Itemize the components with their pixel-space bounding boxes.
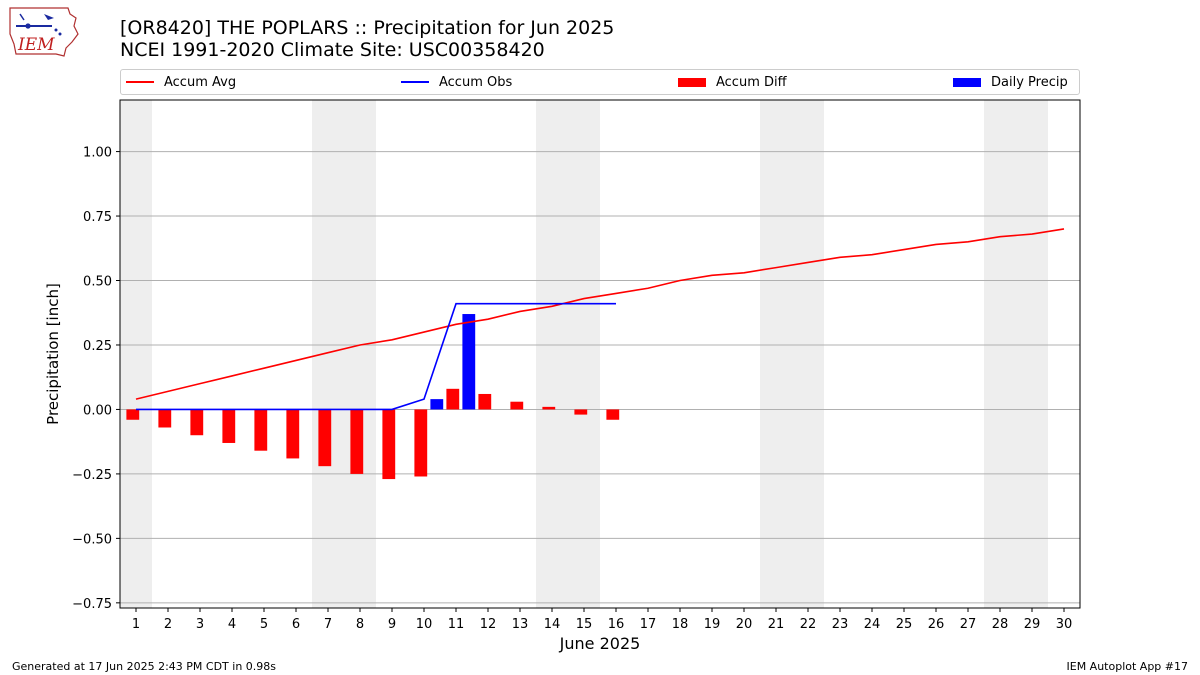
x-tick-label: 9 xyxy=(388,617,396,632)
x-tick-label: 5 xyxy=(260,617,268,632)
weekend-band xyxy=(536,100,600,608)
iem-logo: IEM xyxy=(9,7,79,57)
legend-swatch-accum-diff xyxy=(678,77,706,87)
x-tick-label: 8 xyxy=(356,617,364,632)
accum-diff-bar xyxy=(222,409,236,443)
accum-diff-bar xyxy=(190,409,204,436)
footer-app: IEM Autoplot App #17 xyxy=(1066,660,1189,673)
legend-swatch-accum-obs xyxy=(401,81,429,83)
x-tick-label: 27 xyxy=(960,617,977,632)
footer-generated: Generated at 17 Jun 2025 2:43 PM CDT in … xyxy=(12,660,277,673)
accum-diff-bar xyxy=(382,409,396,480)
accum-diff-bar xyxy=(606,409,620,420)
x-tick-label: 16 xyxy=(608,617,625,632)
legend-label-accum-avg: Accum Avg xyxy=(164,74,237,90)
x-tick-label: 11 xyxy=(448,617,465,632)
x-tick-label: 28 xyxy=(992,617,1009,632)
logo-text: IEM xyxy=(17,35,55,55)
legend-swatch-accum-avg xyxy=(126,81,154,83)
x-axis-label: June 2025 xyxy=(559,634,641,653)
x-tick-label: 29 xyxy=(1024,617,1041,632)
x-tick-label: 6 xyxy=(292,617,300,632)
x-tick-label: 4 xyxy=(228,617,236,632)
accum-diff-bar xyxy=(158,409,172,428)
x-tick-label: 18 xyxy=(672,617,689,632)
accum-diff-bar xyxy=(446,388,460,410)
accum-diff-bar xyxy=(350,409,364,474)
daily-precip-bar xyxy=(430,399,444,410)
x-tick-label: 12 xyxy=(480,617,497,632)
legend-item-accum-diff: Accum Diff xyxy=(678,70,787,94)
x-tick-label: 24 xyxy=(864,617,881,632)
legend-item-daily-precip: Daily Precip xyxy=(953,70,1068,94)
chart-subtitle: NCEI 1991-2020 Climate Site: USC00358420 xyxy=(120,39,545,61)
y-tick-label: 1.00 xyxy=(83,146,112,161)
accum-diff-bar xyxy=(286,409,300,459)
legend-item-accum-avg: Accum Avg xyxy=(126,70,236,94)
y-tick-label: 0.50 xyxy=(83,275,112,290)
x-tick-label: 21 xyxy=(768,617,785,632)
accum-diff-bar xyxy=(478,393,492,410)
legend-swatch-daily-precip xyxy=(953,77,981,87)
legend-label-daily-precip: Daily Precip xyxy=(991,74,1068,90)
x-tick-label: 25 xyxy=(896,617,913,632)
x-tick-label: 3 xyxy=(196,617,204,632)
x-tick-label: 13 xyxy=(512,617,529,632)
accum-avg-line xyxy=(135,228,1065,400)
legend: Accum Avg Accum Obs Accum Diff Daily Pre… xyxy=(120,69,1080,95)
y-tick-label: −0.50 xyxy=(72,532,112,547)
accum-diff-bar xyxy=(510,401,524,410)
lines xyxy=(135,228,1065,411)
x-tick-label: 30 xyxy=(1056,617,1073,632)
x-tick-label: 20 xyxy=(736,617,753,632)
weekend-band xyxy=(984,100,1048,608)
x-tick-label: 22 xyxy=(800,617,817,632)
legend-label-accum-diff: Accum Diff xyxy=(716,74,787,90)
accum-diff-bar xyxy=(574,409,588,415)
plot-frame xyxy=(119,99,1081,609)
x-tick-label: 7 xyxy=(324,617,332,632)
y-tick-label: −0.25 xyxy=(72,468,112,483)
daily-precip-bar xyxy=(462,314,476,410)
x-tick-label: 14 xyxy=(544,617,561,632)
accum-diff-bar xyxy=(254,409,268,451)
accum-diff-bar xyxy=(318,409,332,467)
y-tick-label: 0.25 xyxy=(83,339,112,354)
y-tick-label: −0.75 xyxy=(72,597,112,612)
x-tick-label: 15 xyxy=(576,617,593,632)
bars xyxy=(126,314,620,480)
legend-item-accum-obs: Accum Obs xyxy=(401,70,512,94)
x-tick-label: 17 xyxy=(640,617,657,632)
x-tick-label: 26 xyxy=(928,617,945,632)
weekend-band xyxy=(120,100,152,608)
accum-diff-bar xyxy=(414,409,428,477)
weekend-shading xyxy=(120,100,1048,608)
x-tick-label: 19 xyxy=(704,617,721,632)
weekend-band xyxy=(760,100,824,608)
chart-title: [OR8420] THE POPLARS :: Precipitation fo… xyxy=(120,17,615,39)
accum-obs-line xyxy=(136,302,616,411)
legend-label-accum-obs: Accum Obs xyxy=(439,74,513,90)
y-axis-label: Precipitation [inch] xyxy=(44,283,62,425)
x-tick-label: 23 xyxy=(832,617,849,632)
accum-diff-bar xyxy=(126,409,140,420)
x-tick-label: 1 xyxy=(132,617,140,632)
x-tick-label: 10 xyxy=(416,617,433,632)
x-tick-label: 2 xyxy=(164,617,172,632)
y-tick-label: 0.75 xyxy=(83,210,112,225)
y-gridlines xyxy=(120,151,1080,604)
y-tick-label: 0.00 xyxy=(83,403,112,418)
axes: −0.75−0.50−0.250.000.250.500.751.001 2 3 4 5… xyxy=(72,146,1072,632)
accum-diff-bar xyxy=(542,406,556,410)
